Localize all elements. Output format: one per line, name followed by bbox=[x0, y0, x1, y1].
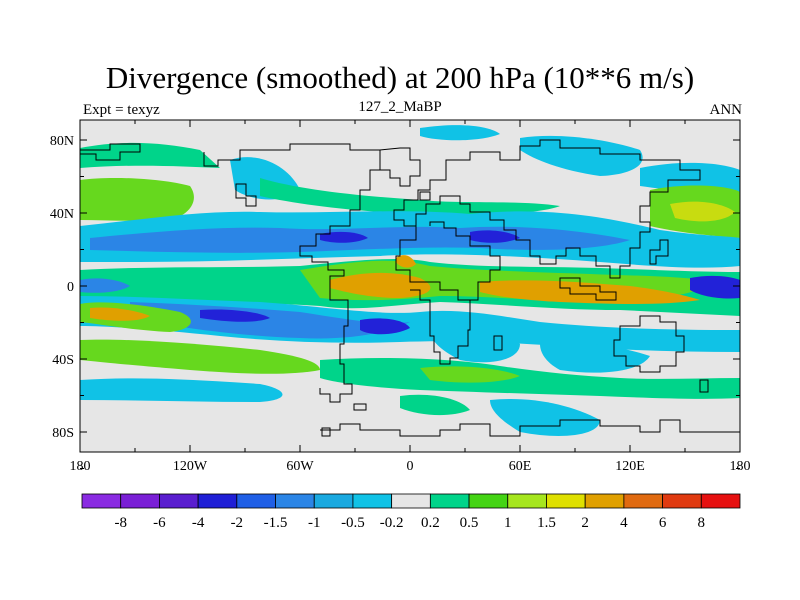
lat-tick-label: 80S bbox=[52, 426, 74, 441]
colorbar-label: 6 bbox=[659, 515, 667, 531]
lat-tick-label: 40S bbox=[52, 353, 74, 368]
coastline-africa-east bbox=[429, 221, 501, 301]
coastline-africa bbox=[395, 226, 471, 365]
coastline-nz bbox=[699, 379, 709, 393]
colorbar-swatch bbox=[429, 493, 470, 509]
coastline-falklands bbox=[353, 403, 367, 411]
colorbar-label: -2 bbox=[231, 515, 244, 531]
colorbar-label: -1 bbox=[308, 515, 321, 531]
contour-band bbox=[400, 394, 470, 416]
colorbar-label: 4 bbox=[620, 515, 628, 531]
case-label: 127_2_MaBP bbox=[358, 99, 442, 115]
longitude-axis: 180 120W 60W 0 60E 120E 180 bbox=[70, 459, 751, 474]
contour-band bbox=[420, 366, 520, 383]
lon-tick-label: 120W bbox=[173, 459, 208, 474]
experiment-label: Expt = texyz bbox=[83, 102, 160, 118]
colorbar-swatch bbox=[313, 493, 354, 509]
colorbar-label: 1 bbox=[504, 515, 512, 531]
contour-band bbox=[360, 318, 410, 335]
colorbar-swatch bbox=[81, 493, 122, 509]
lon-tick-label: 180 bbox=[730, 459, 751, 474]
colorbar-swatch bbox=[662, 493, 702, 509]
contour-band bbox=[420, 125, 500, 141]
colorbar-label: 1.5 bbox=[537, 515, 556, 531]
contour-band bbox=[80, 278, 130, 293]
colorbar-label: -0.5 bbox=[341, 515, 365, 531]
colorbar-swatch bbox=[700, 493, 741, 509]
coastline-uk bbox=[419, 191, 431, 201]
season-label: ANN bbox=[709, 102, 743, 118]
colorbar-swatch bbox=[468, 493, 509, 509]
lon-tick-label: 60W bbox=[286, 459, 314, 474]
coastline-americas bbox=[203, 143, 381, 403]
contour-band bbox=[690, 275, 740, 299]
contour-band bbox=[330, 272, 431, 298]
plot-title: Divergence (smoothed) at 200 hPa (10**6 … bbox=[105, 60, 695, 95]
coastline-antarctica bbox=[320, 419, 740, 437]
colorbar-label: -4 bbox=[192, 515, 205, 531]
coastline-antarctic-peninsula bbox=[321, 427, 331, 437]
colorbar-swatch bbox=[623, 493, 663, 509]
colorbar-swatch bbox=[391, 493, 431, 509]
colorbar: -8 -6 -4 -2 -1.5 -1 -0.5 -0.2 0.2 0.5 1 1.5 2 4 6 8 bbox=[81, 493, 741, 531]
coastline-eurasia bbox=[393, 139, 701, 279]
lon-tick-label: 180 bbox=[70, 459, 91, 474]
contour-band bbox=[480, 280, 700, 304]
contour-field bbox=[80, 120, 740, 452]
lon-tick-label: 60E bbox=[509, 459, 532, 474]
axis-ticks bbox=[79, 120, 741, 469]
coastlines bbox=[80, 139, 740, 437]
lat-tick-label: 0 bbox=[67, 280, 74, 295]
contour-band bbox=[80, 378, 283, 402]
lon-tick-label: 0 bbox=[407, 459, 414, 474]
coastline-japan bbox=[649, 239, 669, 265]
contour-band bbox=[470, 230, 520, 243]
contour-band bbox=[80, 339, 320, 374]
contour-band bbox=[396, 255, 416, 268]
colorbar-swatch bbox=[507, 493, 547, 509]
colorbar-swatch bbox=[120, 493, 160, 509]
colorbar-label: -1.5 bbox=[264, 515, 288, 531]
coastline-greenland bbox=[379, 147, 421, 187]
lat-tick-label: 80N bbox=[50, 134, 74, 149]
coastline-madagascar bbox=[493, 335, 503, 351]
colorbar-swatch bbox=[159, 493, 199, 509]
colorbar-label: -0.2 bbox=[380, 515, 404, 531]
contour-band bbox=[260, 178, 560, 215]
colorbar-label: -8 bbox=[114, 515, 127, 531]
contour-band bbox=[80, 142, 220, 168]
contour-band bbox=[320, 231, 368, 243]
contour-band bbox=[540, 342, 650, 373]
colorbar-swatch bbox=[352, 493, 393, 509]
colorbar-label: 8 bbox=[698, 515, 706, 531]
contour-band bbox=[90, 307, 150, 321]
colorbar-label: 0.5 bbox=[460, 515, 479, 531]
colorbar-swatch bbox=[546, 493, 586, 509]
contour-band bbox=[430, 328, 520, 363]
coastline-baja bbox=[235, 183, 257, 207]
colorbar-swatch bbox=[275, 493, 315, 509]
colorbar-label: 2 bbox=[581, 515, 589, 531]
contour-band bbox=[670, 201, 735, 222]
latitude-axis: 80N 40N 0 40S 80S bbox=[50, 134, 74, 441]
coastline-indonesia bbox=[559, 277, 617, 301]
colorbar-swatch bbox=[236, 493, 276, 509]
colorbar-label: 0.2 bbox=[421, 515, 440, 531]
lat-tick-label: 40N bbox=[50, 207, 74, 222]
contour-band bbox=[520, 135, 643, 176]
coastline-alaska bbox=[80, 143, 141, 161]
lon-tick-label: 120E bbox=[615, 459, 645, 474]
colorbar-swatch bbox=[584, 493, 625, 509]
contour-band bbox=[490, 398, 600, 436]
coastline-australia bbox=[613, 315, 685, 373]
colorbar-label: -6 bbox=[153, 515, 166, 531]
contour-band bbox=[200, 309, 270, 322]
contour-band bbox=[80, 178, 194, 221]
colorbar-swatch bbox=[197, 493, 238, 509]
